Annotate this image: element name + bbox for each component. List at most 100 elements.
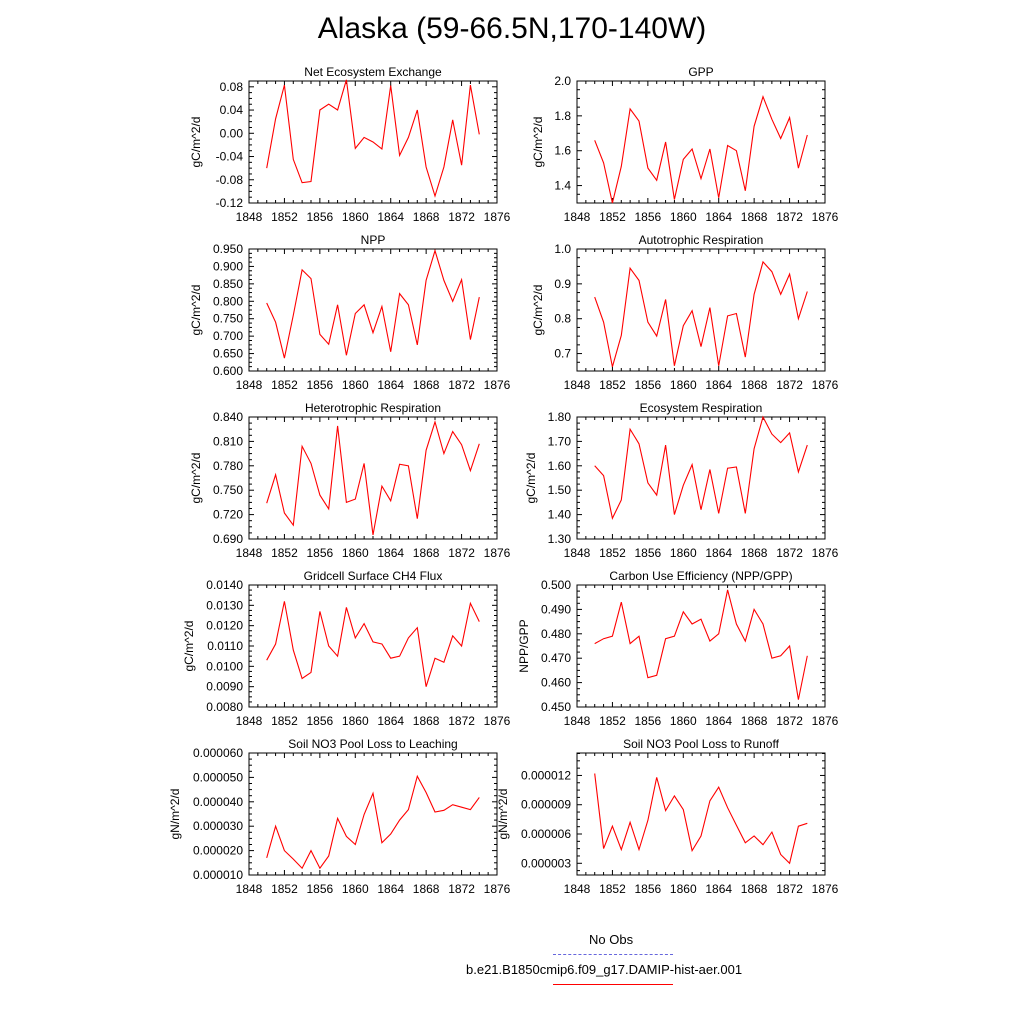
y-tick-label: 0.490 (541, 602, 571, 616)
x-tick-label: 1852 (599, 210, 626, 224)
panel-title: Carbon Use Efficiency (NPP/GPP) (609, 569, 792, 583)
panel-title: NPP (361, 233, 386, 247)
y-axis-label: gC/m^2/d (189, 117, 203, 168)
x-tick-label: 1856 (307, 714, 334, 728)
y-tick-label: 0.720 (213, 508, 243, 522)
y-tick-label: 0.460 (541, 676, 571, 690)
y-tick-label: -0.04 (216, 150, 244, 164)
y-tick-label: 0.690 (213, 532, 243, 546)
panel-title: Heterotrophic Respiration (305, 401, 441, 415)
y-tick-label: 1.60 (548, 459, 572, 473)
y-axis-label: gC/m^2/d (189, 453, 203, 504)
x-tick-label: 1852 (271, 546, 298, 560)
x-tick-label: 1868 (413, 546, 440, 560)
plot-frame (576, 584, 826, 708)
x-tick-label: 1848 (564, 378, 591, 392)
x-tick-label: 1856 (307, 546, 334, 560)
x-tick-label: 1860 (670, 714, 697, 728)
x-tick-label: 1864 (377, 210, 404, 224)
plot-frame (576, 752, 826, 876)
x-tick-label: 1856 (635, 714, 662, 728)
x-tick-label: 1848 (564, 882, 591, 896)
y-axis-label: gC/m^2/d (182, 621, 196, 672)
y-tick-label: 0.750 (213, 312, 243, 326)
y-tick-label: 0.700 (213, 329, 243, 343)
legend-model-line (553, 984, 673, 985)
x-tick-label: 1864 (705, 882, 732, 896)
x-tick-label: 1848 (236, 210, 263, 224)
x-tick-label: 1860 (670, 882, 697, 896)
y-tick-label: 0.800 (213, 294, 243, 308)
y-tick-label: 2.0 (554, 74, 571, 88)
y-axis-label: gC/m^2/d (524, 453, 538, 504)
x-tick-label: 1852 (599, 714, 626, 728)
plot-frame (248, 248, 498, 372)
x-tick-label: 1872 (448, 882, 475, 896)
panel-4: Heterotrophic Respiration 1848 1852 1856 186… (189, 401, 511, 560)
series-line (594, 415, 808, 520)
x-tick-label: 1860 (342, 714, 369, 728)
y-tick-label: 1.30 (548, 532, 572, 546)
x-tick-label: 1856 (635, 882, 662, 896)
x-tick-label: 1856 (307, 210, 334, 224)
series-line (266, 248, 480, 359)
y-tick-label: 0.7 (554, 347, 571, 361)
x-tick-label: 1876 (812, 714, 839, 728)
x-tick-label: 1876 (484, 546, 511, 560)
x-tick-label: 1864 (377, 714, 404, 728)
x-tick-label: 1876 (484, 882, 511, 896)
x-tick-label: 1860 (342, 210, 369, 224)
x-tick-label: 1868 (413, 378, 440, 392)
x-tick-label: 1856 (307, 378, 334, 392)
x-tick-label: 1876 (812, 882, 839, 896)
panel-title: Ecosystem Respiration (640, 401, 763, 415)
panel-title: Gridcell Surface CH4 Flux (304, 569, 443, 583)
y-tick-label: 0.0110 (207, 639, 243, 653)
y-tick-label: 0.450 (541, 700, 571, 714)
x-tick-label: 1860 (670, 546, 697, 560)
x-tick-label: 1848 (564, 210, 591, 224)
y-axis-label: gC/m^2/d (189, 285, 203, 336)
x-tick-label: 1872 (776, 378, 803, 392)
x-tick-label: 1860 (342, 546, 369, 560)
y-tick-label: 0.0140 (206, 578, 243, 592)
y-tick-label: 0.000003 (521, 856, 571, 870)
x-tick-label: 1868 (741, 546, 768, 560)
x-tick-label: 1864 (377, 882, 404, 896)
x-tick-label: 1872 (448, 546, 475, 560)
x-tick-label: 1876 (812, 210, 839, 224)
x-tick-label: 1852 (599, 882, 626, 896)
x-tick-label: 1852 (599, 546, 626, 560)
series-line (266, 79, 480, 198)
y-tick-label: 0.000006 (521, 827, 571, 841)
panel-2: NPP 1848 1852 1856 1860 1864 1868 1872 1876 0.950… (189, 233, 511, 392)
x-tick-label: 1872 (776, 210, 803, 224)
x-tick-label: 1876 (484, 210, 511, 224)
y-tick-label: 0.600 (213, 364, 243, 378)
panel-8: Soil NO3 Pool Loss to Leaching 1848 1852 18… (168, 737, 511, 896)
y-tick-label: 1.70 (548, 434, 572, 448)
y-tick-label: 0.000012 (521, 768, 571, 782)
x-tick-label: 1872 (448, 714, 475, 728)
y-tick-label: -0.08 (216, 173, 244, 187)
panel-3: Autotrophic Respiration 1848 1852 1856 1860 1… (531, 233, 839, 392)
series-line (594, 773, 808, 865)
y-tick-label: 0.650 (213, 347, 243, 361)
plot-frame (248, 584, 498, 708)
y-tick-label: 0.000020 (193, 844, 243, 858)
y-tick-label: 0.000050 (193, 770, 243, 784)
x-tick-label: 1848 (564, 546, 591, 560)
x-tick-label: 1856 (635, 546, 662, 560)
y-tick-label: 1.0 (554, 242, 571, 256)
x-tick-label: 1876 (484, 378, 511, 392)
y-tick-label: 0.9 (554, 277, 571, 291)
y-axis-label: gN/m^2/d (168, 789, 182, 840)
y-tick-label: 0.000009 (521, 798, 571, 812)
panel-5: Ecosystem Respiration 1848 1852 1856 1860 186… (524, 401, 839, 560)
x-tick-label: 1864 (377, 378, 404, 392)
panel-title: Soil NO3 Pool Loss to Leaching (288, 737, 457, 751)
page-title: Alaska (59-66.5N,170-140W) (317, 12, 707, 45)
series-line (594, 260, 808, 367)
y-axis-label: gC/m^2/d (531, 285, 545, 336)
